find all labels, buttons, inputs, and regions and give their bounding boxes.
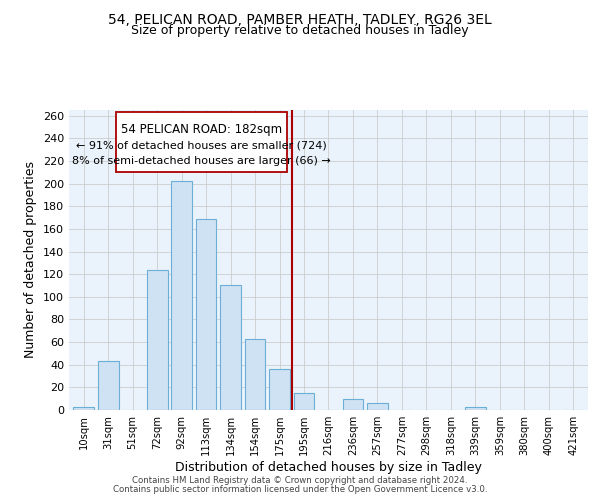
Bar (269, 369, 290, 410)
Bar (98, 362, 119, 410)
Text: ← 91% of detached houses are smaller (724): ← 91% of detached houses are smaller (72… (76, 140, 326, 150)
Bar (220, 286, 241, 410)
Bar (147, 270, 167, 410)
Text: 54, PELICAN ROAD, PAMBER HEATH, TADLEY, RG26 3EL: 54, PELICAN ROAD, PAMBER HEATH, TADLEY, … (108, 12, 492, 26)
Bar (465, 406, 486, 410)
Bar (367, 403, 388, 410)
Bar (73, 406, 94, 410)
Bar (245, 338, 265, 410)
X-axis label: Distribution of detached houses by size in Tadley: Distribution of detached houses by size … (175, 461, 482, 474)
Bar (196, 218, 217, 410)
Text: Contains public sector information licensed under the Open Government Licence v3: Contains public sector information licen… (113, 485, 487, 494)
Bar (171, 182, 192, 410)
Text: 54 PELICAN ROAD: 182sqm: 54 PELICAN ROAD: 182sqm (121, 122, 282, 136)
Text: Size of property relative to detached houses in Tadley: Size of property relative to detached ho… (131, 24, 469, 37)
Y-axis label: Number of detached properties: Number of detached properties (25, 162, 37, 358)
Bar (293, 393, 314, 410)
FancyBboxPatch shape (116, 112, 287, 172)
Text: 8% of semi-detached houses are larger (66) →: 8% of semi-detached houses are larger (6… (72, 156, 331, 166)
Bar (343, 398, 364, 410)
Text: Contains HM Land Registry data © Crown copyright and database right 2024.: Contains HM Land Registry data © Crown c… (132, 476, 468, 485)
